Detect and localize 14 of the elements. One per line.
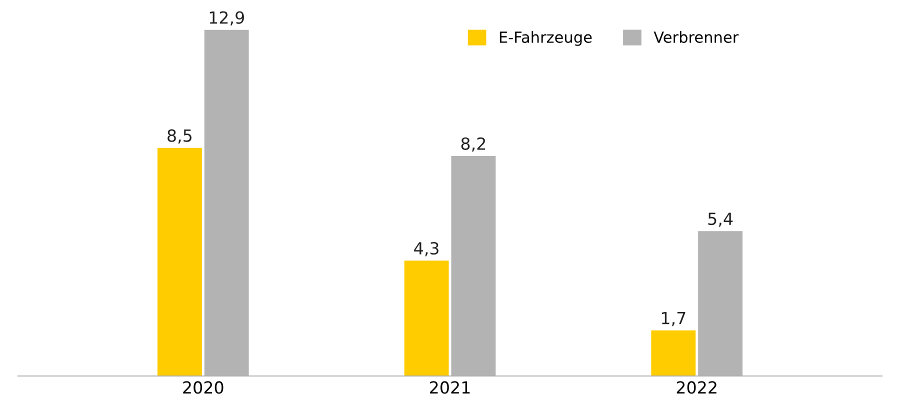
bar bbox=[404, 260, 449, 376]
legend-label: E-Fahrzeuge bbox=[500, 31, 592, 46]
bar bbox=[651, 330, 696, 376]
data-label: 4,3 bbox=[414, 242, 438, 256]
data-label: 5,4 bbox=[708, 212, 733, 227]
x-tick-label: 2020 bbox=[183, 381, 224, 394]
data-label: 1,7 bbox=[662, 312, 686, 326]
bar bbox=[157, 148, 202, 376]
legend-label: Verbrenner bbox=[654, 31, 739, 43]
data-label: 8,2 bbox=[461, 137, 486, 152]
x-tick-label: 2021 bbox=[430, 381, 470, 394]
data-label: 8,5 bbox=[168, 129, 192, 144]
x-tick-label: 2022 bbox=[676, 381, 716, 394]
data-label: 12,9 bbox=[210, 11, 244, 26]
